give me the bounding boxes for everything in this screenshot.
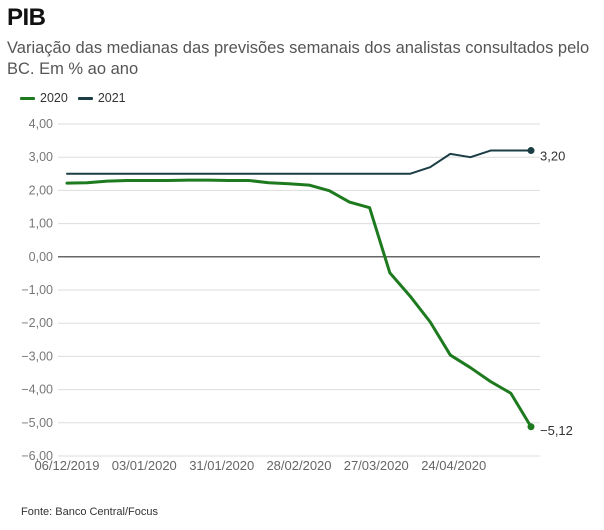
chart-subtitle: Variação das medianas das previsões sema… [7, 39, 590, 78]
x-tick-label: 06/12/2019 [34, 458, 99, 473]
gridlines [58, 123, 540, 457]
y-tick-label: 1,00 [29, 217, 53, 231]
x-tick-label: 28/02/2020 [266, 458, 331, 473]
legend-label-2021: 2021 [97, 91, 126, 105]
y-tick-label: −1,00 [21, 283, 53, 297]
x-tick-label: 24/04/2020 [421, 458, 486, 473]
legend-item-2021: 2021 [77, 91, 126, 105]
legend: 2020 2021 [20, 91, 136, 105]
end-label-2020: −5,12 [540, 423, 573, 438]
y-tick-label: −5,00 [21, 416, 53, 430]
series-line-2021 [66, 149, 532, 175]
legend-item-2020: 2020 [20, 91, 68, 105]
y-tick-label: −2,00 [21, 316, 53, 330]
legend-swatch-2021 [77, 96, 93, 100]
chart-title: PIB [7, 4, 46, 31]
series-group: 3,20 −5,12 [65, 147, 573, 438]
x-axis-ticks: 06/12/2019 03/01/2020 31/01/2020 28/02/2020… [34, 458, 486, 473]
y-tick-label: −4,00 [21, 383, 53, 397]
x-tick-label: 31/01/2020 [189, 458, 254, 473]
data-point-2021 [527, 147, 535, 155]
legend-label-2020: 2020 [40, 91, 68, 105]
y-tick-label: −3,00 [21, 349, 53, 363]
source-note: Fonte: Banco Central/Focus [21, 506, 158, 518]
legend-swatch-2020 [20, 96, 35, 100]
end-label-2021: 3,20 [540, 149, 565, 164]
y-tick-label: 4,00 [29, 117, 53, 131]
line-chart: 4,00 3,00 2,00 1,00 0,00 −1,00 −2,00 −3,00 −4,00… [21, 117, 573, 473]
data-point-2020 [527, 423, 535, 431]
y-tick-label: −6,00 [21, 449, 53, 463]
x-tick-label: 27/03/2020 [344, 458, 409, 473]
y-tick-label: 3,00 [29, 150, 53, 164]
y-axis-ticks: 4,00 3,00 2,00 1,00 0,00 −1,00 −2,00 −3,00 −4,00… [21, 117, 53, 463]
x-tick-label: 03/01/2020 [112, 458, 177, 473]
y-tick-label: 0,00 [29, 250, 53, 264]
y-tick-label: 2,00 [29, 183, 53, 197]
series-line-2020 [65, 178, 533, 429]
